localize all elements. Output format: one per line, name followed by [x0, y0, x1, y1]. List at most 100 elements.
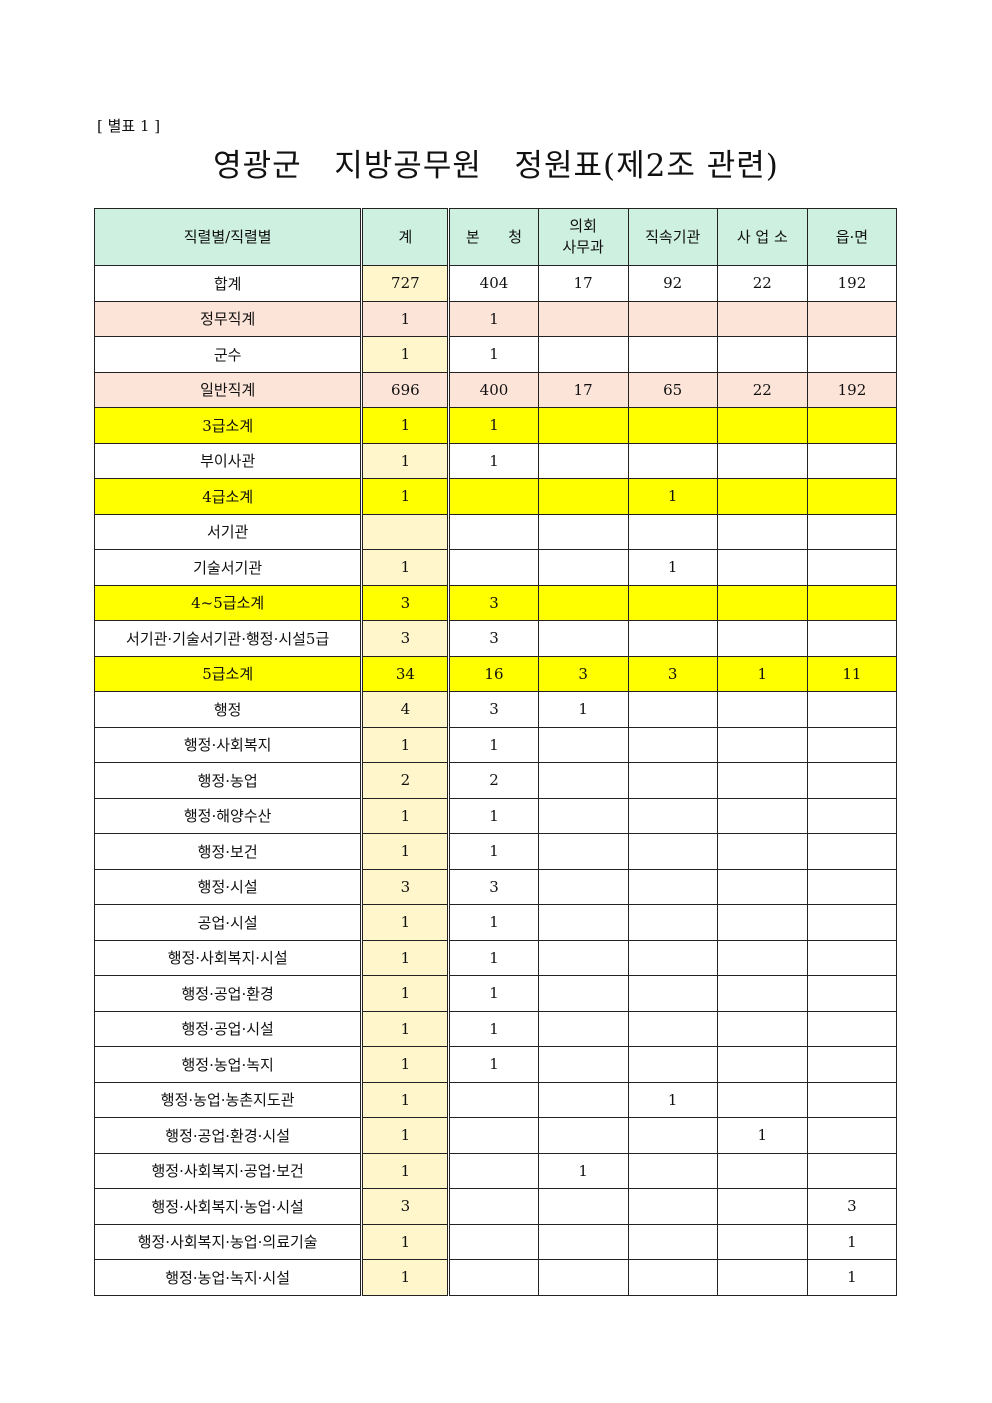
- table-cell: [716, 1010, 808, 1047]
- table-cell: 1: [360, 1046, 451, 1083]
- table-row: 행정·공업·시설 1 1: [93, 1010, 898, 1047]
- table-header-row: 직렬별/직렬별 계 본 청 의회 사무과 직속기관 사 업 소 읍·면: [93, 208, 898, 266]
- table-cell: 34: [360, 655, 451, 692]
- table-cell: 1: [448, 797, 539, 834]
- table-cell: [716, 904, 808, 941]
- table-cell: 3: [806, 1188, 898, 1225]
- table-cell: [537, 1046, 629, 1083]
- table-cell: [716, 762, 808, 799]
- row-label: 부이사관: [93, 442, 363, 479]
- table-row: 행정 4 3 1: [93, 691, 898, 728]
- table-cell: 1: [627, 1081, 718, 1118]
- table-cell: [448, 1259, 539, 1296]
- table-cell: [537, 478, 629, 515]
- table-cell: 3: [448, 584, 539, 621]
- table-row: 3급소계 1 1: [93, 407, 898, 444]
- table-cell: 1: [537, 691, 629, 728]
- table-cell: [627, 442, 718, 479]
- table-cell: [716, 549, 808, 586]
- table-cell: [806, 478, 898, 515]
- table-cell: [716, 975, 808, 1012]
- table-cell: 404: [448, 265, 539, 302]
- table-cell: 92: [627, 265, 718, 302]
- table-cell: [448, 1188, 539, 1225]
- table-cell: 1: [448, 1010, 539, 1047]
- table-cell: 3: [627, 655, 718, 692]
- table-cell: [448, 1152, 539, 1189]
- table-row: 행정·시설 3 3: [93, 868, 898, 905]
- table-cell: 4: [360, 691, 451, 728]
- table-row: 4급소계 1 1: [93, 478, 898, 515]
- table-cell: [716, 939, 808, 976]
- table-cell: 1: [806, 1259, 898, 1296]
- table-cell: 3: [360, 868, 451, 905]
- table-cell: [537, 1188, 629, 1225]
- table-cell: [537, 584, 629, 621]
- table-cell: 1: [360, 442, 451, 479]
- table-cell: [448, 549, 539, 586]
- row-label: 행정·농업·농촌지도관: [93, 1081, 363, 1118]
- row-label: 행정·농업·녹지: [93, 1046, 363, 1083]
- row-label: 행정·공업·시설: [93, 1010, 363, 1047]
- column-header: 의회 사무과: [537, 208, 629, 266]
- table-cell: 3: [360, 620, 451, 657]
- table-cell: 1: [360, 300, 451, 337]
- table-cell: [537, 336, 629, 373]
- table-row: 행정·사회복지·공업·보건 1 1: [93, 1152, 898, 1189]
- table-cell: 65: [627, 371, 718, 408]
- table-cell: 696: [360, 371, 451, 408]
- table-cell: [716, 1152, 808, 1189]
- table-cell: 1: [448, 442, 539, 479]
- table-cell: [806, 584, 898, 621]
- row-label: 행정: [93, 691, 363, 728]
- table-cell: 1: [360, 336, 451, 373]
- table-cell: [806, 939, 898, 976]
- table-cell: [716, 300, 808, 337]
- row-label: 기술서기관: [93, 549, 363, 586]
- table-cell: 1: [448, 1046, 539, 1083]
- table-cell: 3: [360, 1188, 451, 1225]
- row-label: 행정·해양수산: [93, 797, 363, 834]
- row-label: 3급소계: [93, 407, 363, 444]
- table-cell: [537, 1081, 629, 1118]
- table-cell: [627, 726, 718, 763]
- table-cell: [537, 904, 629, 941]
- table-cell: 16: [448, 655, 539, 692]
- table-cell: 1: [360, 726, 451, 763]
- table-cell: [627, 1259, 718, 1296]
- table-cell: 1: [448, 407, 539, 444]
- row-label: 행정·사회복지·시설: [93, 939, 363, 976]
- table-cell: [627, 1010, 718, 1047]
- table-cell: 2: [448, 762, 539, 799]
- column-header: 직속기관: [627, 208, 718, 266]
- table-cell: 2: [360, 762, 451, 799]
- table-cell: 1: [448, 336, 539, 373]
- table-cell: 1: [448, 300, 539, 337]
- table-row: 서기관: [93, 513, 898, 550]
- table-cell: 1: [360, 833, 451, 870]
- column-header: 계: [360, 208, 451, 266]
- row-label: 행정·사회복지·공업·보건: [93, 1152, 363, 1189]
- table-cell: 1: [360, 1081, 451, 1118]
- table-cell: [806, 1081, 898, 1118]
- table-cell: 1: [360, 975, 451, 1012]
- table-cell: 1: [360, 407, 451, 444]
- table-cell: 1: [360, 1010, 451, 1047]
- table-cell: [627, 407, 718, 444]
- column-header: 직렬별/직렬별: [93, 208, 363, 266]
- table-cell: 1: [448, 904, 539, 941]
- column-header: 사 업 소: [716, 208, 808, 266]
- row-label: 행정·사회복지·농업·시설: [93, 1188, 363, 1225]
- table-cell: [627, 833, 718, 870]
- table-row: 행정·농업·녹지·시설 1 1: [93, 1259, 898, 1296]
- table-cell: 22: [716, 265, 808, 302]
- table-cell: [360, 513, 451, 550]
- table-cell: 1: [716, 1117, 808, 1154]
- row-label: 공업·시설: [93, 904, 363, 941]
- table-row: 기술서기관 1 1: [93, 549, 898, 586]
- table-cell: [627, 1152, 718, 1189]
- table-row: 서기관·기술서기관·행정·시설5급 3 3: [93, 620, 898, 657]
- table-row: 합계 727 404 17 92 22 192: [93, 265, 898, 302]
- table-cell: [537, 1010, 629, 1047]
- table-cell: [537, 975, 629, 1012]
